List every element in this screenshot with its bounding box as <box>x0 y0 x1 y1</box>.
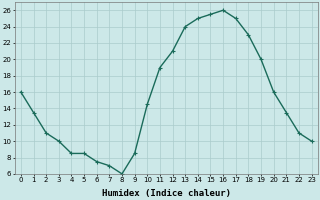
X-axis label: Humidex (Indice chaleur): Humidex (Indice chaleur) <box>102 189 231 198</box>
